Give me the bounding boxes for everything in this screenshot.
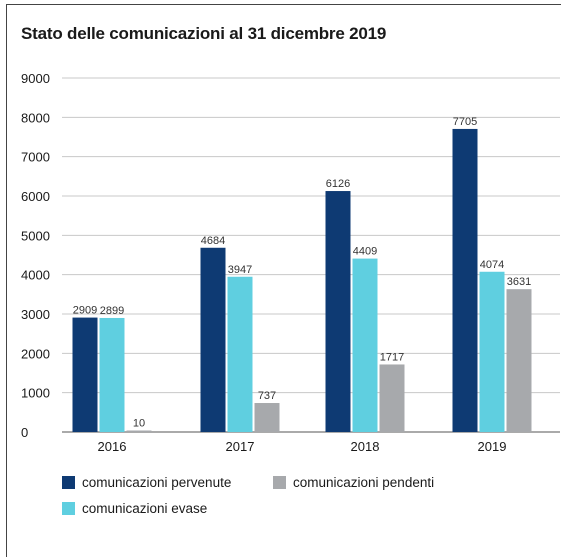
chart-title: Stato delle comunicazioni al 31 dicembre…: [21, 24, 387, 43]
bar: [99, 317, 125, 432]
legend-label-pendenti: comunicazioni pendenti: [293, 475, 435, 490]
data-label: 6126: [326, 178, 350, 190]
data-label: 10: [133, 418, 145, 430]
bar: [325, 191, 351, 432]
data-label: 3947: [228, 264, 252, 276]
data-label: 4684: [201, 235, 225, 247]
data-label: 3631: [507, 276, 531, 288]
data-label: 737: [258, 390, 276, 402]
y-tick-label: 2000: [21, 346, 50, 361]
legend-swatch-pendenti: [273, 476, 286, 489]
legend-swatch-evase: [62, 502, 75, 515]
top-border: [6, 4, 561, 5]
bar: [227, 276, 253, 432]
left-border: [6, 4, 7, 557]
bar: [200, 247, 226, 432]
legend-label-pervenute: comunicazioni pervenute: [82, 475, 232, 490]
data-label: 7705: [453, 116, 477, 128]
x-tick-label: 2016: [98, 439, 127, 454]
bar: [506, 289, 532, 432]
legend-item-evase: comunicazioni evase: [62, 501, 207, 516]
y-tick-label: 9000: [21, 71, 50, 86]
y-tick-label: 6000: [21, 189, 50, 204]
legend-item-pervenute: comunicazioni pervenute: [62, 475, 231, 490]
bar: [72, 317, 98, 432]
y-tick-label: 3000: [21, 307, 50, 322]
data-label: 2909: [73, 305, 97, 317]
legend-item-pendenti: comunicazioni pendenti: [273, 475, 434, 490]
bar: [479, 271, 505, 432]
bar: [126, 430, 152, 432]
bar: [254, 403, 280, 432]
x-tick-label: 2017: [226, 439, 255, 454]
data-label: 1717: [380, 351, 404, 363]
bar: [452, 128, 478, 433]
data-label: 2899: [100, 305, 124, 317]
bar: [379, 364, 405, 432]
y-tick-label: 8000: [21, 110, 50, 125]
x-tick-label: 2018: [351, 439, 380, 454]
data-label: 4409: [353, 246, 377, 258]
y-tick-label: 7000: [21, 150, 50, 165]
data-label: 4074: [480, 259, 504, 271]
legend-swatch-pervenute: [62, 476, 75, 489]
y-tick-label: 1000: [21, 386, 50, 401]
y-tick-label: 4000: [21, 268, 50, 283]
legend-label-evase: comunicazioni evase: [82, 501, 208, 516]
bar-chart: 0 1000 2000 3000 4000 5000 6000 7000 8000 9000 290…: [21, 71, 560, 454]
y-tick-label: 0: [21, 425, 28, 440]
y-tick-label: 5000: [21, 228, 50, 243]
x-tick-label: 2019: [478, 439, 507, 454]
bar: [352, 258, 378, 432]
